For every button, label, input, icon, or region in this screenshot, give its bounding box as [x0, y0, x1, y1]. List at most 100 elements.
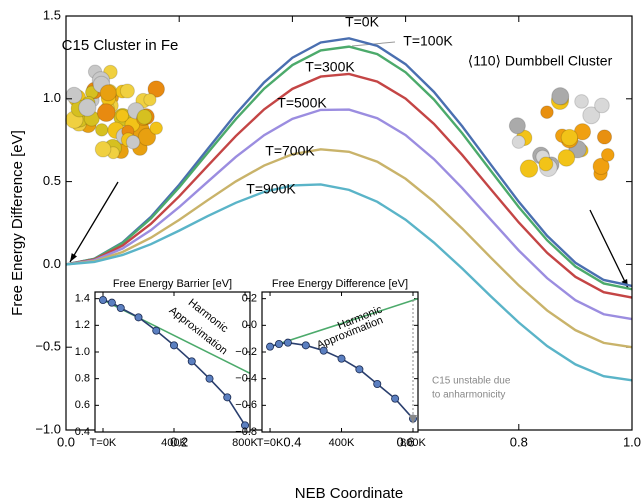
marker — [107, 298, 116, 307]
arrow-head — [409, 415, 417, 424]
marker — [373, 379, 382, 388]
y-tick-label: −0.6 — [235, 399, 257, 411]
marker — [319, 346, 328, 355]
y-tick-label: 0.0 — [242, 319, 257, 331]
marker — [337, 354, 346, 363]
y-tick-label: 1.2 — [75, 319, 90, 331]
atom — [78, 98, 97, 117]
marker — [170, 341, 179, 350]
atom — [592, 157, 610, 175]
series-line — [65, 148, 633, 349]
series-line — [269, 341, 414, 420]
atom — [519, 159, 539, 178]
inset-background — [95, 292, 250, 432]
marker — [152, 326, 161, 335]
inset-title: Free Energy Barrier [eV] — [113, 278, 232, 290]
atom — [65, 86, 83, 104]
x-tick-label: 400K — [329, 437, 355, 449]
atom — [125, 134, 141, 150]
x-tick-label: 800K — [400, 437, 426, 449]
atom — [596, 129, 613, 145]
marker — [283, 338, 292, 347]
x-tick-label: T=0K — [90, 437, 117, 449]
arrow — [589, 209, 629, 289]
marker — [301, 341, 310, 350]
annotation: C15 Cluster in Fe — [62, 37, 179, 54]
plot-frame — [261, 291, 419, 433]
y-axis-label: Free Energy Difference [eV] — [9, 130, 26, 316]
plot-frame — [94, 291, 251, 433]
y-tick-label: 0.0 — [43, 256, 61, 271]
series-label: T=100K — [403, 33, 453, 49]
y-tick-label: −0.8 — [235, 426, 257, 438]
atom — [136, 109, 153, 125]
y-tick-label: −0.5 — [35, 339, 61, 354]
annotation: C15 unstable due — [432, 376, 511, 387]
series-line — [102, 299, 246, 426]
x-tick-label: 0.8 — [510, 434, 528, 449]
y-tick-label: 1.4 — [75, 293, 90, 305]
atom — [96, 103, 116, 123]
y-tick-label: 1.0 — [43, 90, 61, 105]
x-tick-label: 400K — [161, 437, 187, 449]
x-tick-label: 0.4 — [283, 434, 301, 449]
atom — [582, 106, 601, 125]
x-axis-label: NEB Coordinate — [295, 485, 403, 502]
atom — [94, 140, 112, 158]
x-tick-label: 0.6 — [397, 434, 415, 449]
y-tick-label: −0.2 — [235, 346, 257, 358]
atom — [540, 105, 554, 119]
y-tick-label: 0.5 — [43, 173, 61, 188]
series-label: T=700K — [265, 143, 315, 159]
atom — [99, 84, 117, 102]
marker — [241, 421, 250, 430]
atom — [560, 128, 579, 147]
atom — [538, 156, 554, 172]
atom — [143, 93, 157, 107]
atom — [115, 109, 130, 123]
series-line — [65, 108, 633, 321]
x-tick-label: 1.0 — [623, 434, 641, 449]
atom — [574, 94, 589, 109]
y-tick-label: 0.4 — [75, 426, 90, 438]
y-tick-label: 0.2 — [242, 293, 257, 305]
x-tick-label: T=0K — [257, 437, 284, 449]
atom — [600, 148, 615, 162]
decorations — [65, 64, 629, 289]
marker — [355, 365, 364, 374]
series-line — [65, 45, 633, 291]
atom — [147, 80, 165, 98]
marker — [274, 339, 283, 348]
annotation: to anharmonicity — [432, 390, 505, 401]
atom — [95, 123, 109, 137]
y-tick-label: −1.0 — [35, 421, 61, 436]
inset-title: Free Energy Difference [eV] — [272, 278, 408, 290]
marker — [205, 374, 214, 383]
series-line — [269, 297, 419, 348]
marker — [116, 303, 125, 312]
marker — [98, 295, 107, 304]
atom — [511, 135, 526, 149]
series-line — [65, 72, 633, 299]
marker — [391, 394, 400, 403]
y-tick-label: 0.6 — [75, 399, 90, 411]
y-tick-label: 1.5 — [43, 7, 61, 22]
series-line — [65, 183, 633, 382]
x-tick-label: 800K — [232, 437, 258, 449]
y-tick-label: 0.8 — [75, 373, 90, 385]
atom — [119, 83, 135, 99]
series-line — [65, 37, 633, 288]
series-label: T=500K — [277, 95, 327, 111]
marker — [187, 357, 196, 366]
arrow — [69, 181, 119, 263]
atom — [594, 97, 610, 114]
atom — [557, 149, 576, 167]
x-tick-label: 0.0 — [57, 434, 75, 449]
annotation: ⟨110⟩ Dumbbell Cluster — [468, 53, 613, 69]
marker — [223, 393, 232, 402]
marker — [266, 342, 275, 351]
x-tick-label: 0.2 — [170, 434, 188, 449]
series-label: T=300K — [305, 59, 355, 75]
atom — [508, 117, 526, 135]
